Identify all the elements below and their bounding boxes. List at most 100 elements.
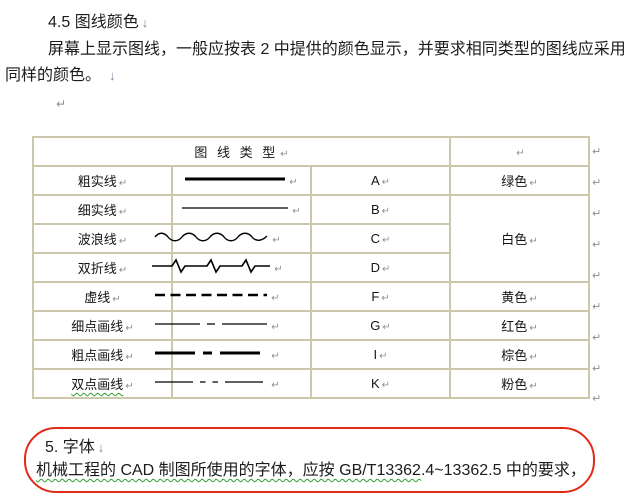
linebreak-mark: ↓	[141, 15, 149, 30]
cell-color: 黄色 ↵	[449, 281, 590, 312]
section-heading-5: 5. 字体 ↓	[45, 438, 104, 458]
pilcrow-mark: ↵	[125, 352, 134, 363]
pilcrow-mark: ↵	[112, 294, 121, 305]
pilcrow-mark: ↵	[292, 205, 301, 217]
table-row: 细实线 ↵ ↵ B ↵ 白色 ↵	[32, 194, 590, 283]
cell-line-name: 细实线 ↵	[32, 194, 173, 225]
cell-line-name: 细点画线 ↵	[32, 310, 173, 341]
pilcrow-mark: ↵	[382, 235, 391, 246]
paragraph-line-1: 屏幕上显示图线，一般应按表 2 中提供的颜色显示，并要求相同类型的图线应采用	[48, 40, 626, 60]
cell-letter: A ↵	[310, 165, 451, 196]
dashed-line-icon	[155, 294, 268, 297]
pilcrow-mark: ↵	[529, 236, 538, 247]
paragraph-line-2: 同样的颜色。 ↓	[5, 66, 116, 86]
pilcrow-mark: ↵	[271, 379, 280, 391]
pilcrow-mark: ↵	[381, 206, 391, 217]
cell-color: 绿色 ↵	[449, 165, 590, 196]
thick-solid-line-icon	[185, 177, 286, 181]
section-heading-4-5-text: 4.5 图线颜色	[48, 14, 139, 31]
font-section-body-underlined: 机械工程的 CAD 制图所使用的字体，应按 GB/T13362	[36, 462, 421, 479]
line-type-table: 图 线 类 型 ↵ ↵ 粗实线 ↵ ↵ A ↵ 绿色 ↵ 细实线 ↵ ↵ B ↵ 白色 ↵ 波…	[32, 136, 590, 399]
cell-letter: F ↵	[310, 281, 451, 312]
pilcrow-mark: ↵	[379, 351, 388, 362]
pilcrow-mark: ↵	[529, 323, 538, 334]
pilcrow-mark: ↵	[529, 294, 538, 305]
pilcrow-mark: ↵	[118, 236, 128, 247]
thick-dash-dot-line-icon	[155, 351, 268, 355]
paragraph-line-2-text: 同样的颜色。	[5, 67, 102, 84]
row-end-mark: ↵	[592, 301, 602, 313]
cell-line-name: 粗点画线 ↵	[32, 339, 173, 370]
pilcrow-mark: ↵	[271, 292, 280, 304]
row-end-mark: ↵	[592, 363, 602, 375]
row-end-mark: ↵	[592, 239, 602, 251]
cell-line-name: 波浪线 ↵	[32, 223, 173, 254]
pilcrow-mark: ↵	[381, 177, 391, 188]
cell-letter: B ↵	[310, 194, 451, 225]
pilcrow-mark: ↵	[118, 207, 128, 218]
cell-letter: G ↵	[310, 310, 451, 341]
cell-line-sample: ↵	[154, 223, 312, 254]
cell-line-sample: ↵	[155, 368, 312, 399]
cell-line-sample: ↵	[155, 281, 312, 312]
pilcrow-mark: ↵	[125, 381, 134, 392]
pilcrow-mark: ↵	[529, 352, 538, 363]
row-end-mark: ↵	[592, 270, 602, 282]
double-break-line-icon	[152, 258, 271, 274]
pilcrow-mark: ↵	[125, 323, 134, 334]
pilcrow-mark: ↵	[516, 148, 525, 159]
cell-color-merged: 白色 ↵	[449, 194, 590, 283]
pilcrow-mark: ↵	[271, 321, 280, 333]
pilcrow-mark: ↵	[118, 178, 128, 189]
section-heading-5-text: 5. 字体	[45, 439, 95, 456]
table-row: 虚线 ↵ ↵ F ↵ 黄色 ↵	[32, 281, 590, 312]
empty-paragraph-mark: ↵	[56, 97, 67, 111]
pilcrow-mark: ↵	[529, 178, 538, 189]
pilcrow-mark: ↵	[381, 380, 391, 391]
thin-dash-dot-line-icon	[155, 323, 268, 325]
table-row: 粗点画线 ↵ ↵ I ↵ 棕色 ↵	[32, 339, 590, 370]
red-oval-annotation	[24, 427, 595, 493]
cell-color: 粉色 ↵	[449, 368, 590, 399]
row-end-mark: ↵	[592, 177, 602, 189]
pilcrow-mark: ↵	[272, 234, 281, 246]
pilcrow-mark: ↵	[280, 149, 289, 160]
cell-line-sample: ↵	[171, 194, 312, 225]
cell-letter: D ↵	[310, 252, 451, 283]
cell-letter: C ↵	[310, 223, 451, 254]
pilcrow-mark: ↵	[381, 293, 390, 304]
pilcrow-mark: ↵	[274, 263, 283, 275]
pilcrow-mark: ↵	[529, 381, 538, 392]
font-section-body-rest: .4~13362.5 中的要求，	[420, 462, 586, 479]
font-section-body: 机械工程的 CAD 制图所使用的字体，应按 GB/T13362.4~13362.…	[36, 461, 586, 481]
table-header-row: 图 线 类 型 ↵ ↵	[32, 136, 590, 167]
row-end-mark: ↵	[592, 146, 602, 158]
table-header-line-type: 图 线 类 型 ↵	[32, 136, 451, 167]
cell-line-name: 虚线 ↵	[32, 281, 173, 312]
table-header-title: 图 线 类 型	[194, 145, 279, 160]
table-row: 双折线 ↵ ↵ D ↵	[32, 252, 589, 283]
cell-line-name: 双点画线 ↵	[32, 368, 173, 399]
thin-solid-line-icon	[182, 207, 289, 209]
wavy-line-icon	[154, 232, 268, 242]
paragraph-line-1-text: 屏幕上显示图线，一般应按表 2 中提供的颜色显示，并要求相同类型的图线应采用	[48, 41, 626, 58]
row-end-mark: ↵	[592, 332, 602, 344]
section-heading-4-5: 4.5 图线颜色 ↓	[48, 13, 148, 33]
thin-dash-dot-dot-line-icon	[155, 381, 268, 383]
table-row: 双点画线 ↵ ↵ K ↵ 粉色 ↵	[32, 368, 590, 399]
pilcrow-mark: ↵	[382, 322, 391, 333]
linebreak-mark: ↓	[109, 68, 116, 83]
pilcrow-mark: ↵	[271, 350, 280, 362]
row-end-mark: ↵	[592, 208, 602, 220]
cell-line-sample: ↵	[171, 165, 312, 196]
row-end-mark: ↵	[592, 393, 602, 405]
table-row: 粗实线 ↵ ↵ A ↵ 绿色 ↵	[32, 165, 590, 196]
linebreak-mark: ↓	[97, 440, 105, 455]
cell-color: 棕色 ↵	[449, 339, 590, 370]
cell-line-sample: ↵	[155, 339, 312, 370]
cell-line-name: 双折线 ↵	[32, 252, 173, 283]
pilcrow-mark: ↵	[118, 265, 128, 276]
table-row: 波浪线 ↵ ↵ C ↵	[32, 223, 589, 254]
pilcrow-mark: ↵	[382, 264, 391, 275]
